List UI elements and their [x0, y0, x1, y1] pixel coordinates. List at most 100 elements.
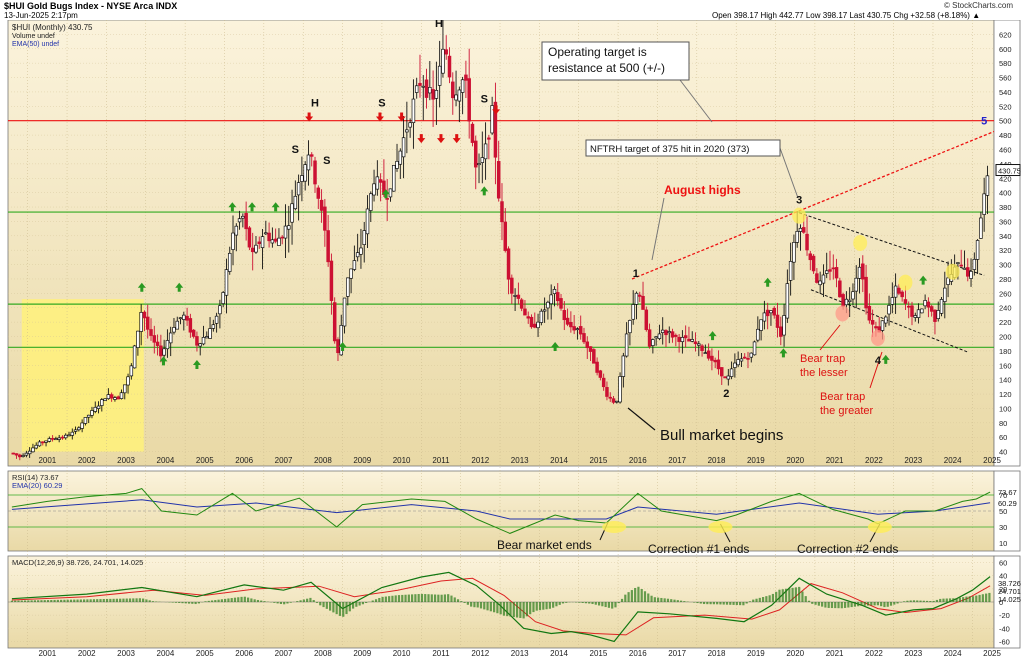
candle-body [300, 175, 304, 182]
rsi-legend: RSI(14) 73.67 [12, 473, 59, 482]
callout-line [679, 79, 713, 123]
candle-body [264, 232, 268, 235]
macd-histogram-bar [620, 598, 624, 602]
macd-last-label: 14.025 [998, 595, 1021, 604]
macd-histogram-bar [538, 602, 542, 611]
candle-body [884, 316, 888, 324]
macd-histogram-bar [69, 599, 73, 602]
candle-body [808, 253, 813, 261]
macd-histogram-bar [224, 598, 227, 602]
candle-body [795, 230, 799, 243]
macd-histogram-bar [240, 596, 243, 602]
candle-body [926, 301, 931, 308]
falling-trendline-lower [810, 289, 969, 353]
candle-body [575, 328, 580, 331]
candle-body [418, 82, 422, 86]
macd-histogram-bar [102, 599, 105, 602]
macd-histogram-bar [939, 598, 942, 602]
candle-body [103, 398, 107, 401]
macd-histogram-bar [906, 600, 909, 602]
x-tick-label: 2024 [944, 456, 962, 465]
candle-body [454, 94, 458, 101]
candle-body [897, 287, 901, 294]
callout-arrow [869, 351, 883, 389]
callout-arrow [819, 324, 841, 351]
macd-histogram-bar [443, 594, 447, 602]
hs-label: S [481, 94, 488, 106]
green-up-arrow [381, 189, 390, 199]
macd-histogram-bar [342, 602, 345, 617]
candle-body [359, 247, 363, 255]
macd-histogram-bar [181, 602, 184, 604]
candle-body [11, 452, 15, 455]
candle-body [752, 341, 757, 356]
price-tick-label: 420 [999, 174, 1012, 183]
macd-histogram-bar [483, 602, 486, 610]
candle-body [874, 326, 878, 329]
candle-body [975, 240, 980, 260]
x-tick-label: 2020 [786, 456, 804, 465]
macd-histogram-bar [309, 597, 312, 602]
price-tick-label: 280 [999, 275, 1012, 284]
candle-body [185, 315, 189, 321]
candle-body [431, 89, 435, 100]
highlight-circle [945, 263, 960, 280]
operating-target-box [541, 41, 690, 81]
macd-histogram-bar [968, 596, 971, 602]
candle-body [234, 225, 239, 236]
candle-body [405, 129, 409, 133]
candle-body [726, 375, 731, 380]
macd-histogram-bar [975, 595, 978, 602]
macd-histogram-bar [388, 596, 391, 602]
candle-body [628, 320, 632, 334]
candle-body [716, 359, 721, 370]
rsi-highlight [602, 521, 627, 533]
candle-body [729, 368, 734, 377]
macd-histogram-bar [50, 599, 53, 602]
macd-histogram-bar [889, 602, 893, 606]
hs-label: H [435, 20, 443, 30]
nftrh-target-label: NFTRH target of 375 hit in 2020 (373) [590, 144, 749, 155]
price-tick-label: 560 [999, 74, 1012, 83]
macd-histogram-bar [611, 602, 614, 609]
macd-histogram-bar [601, 602, 604, 607]
candle-body [805, 233, 809, 251]
price-tick-label: 140 [999, 376, 1012, 385]
candle-body [188, 318, 193, 333]
candle-body [569, 321, 573, 328]
macd-histogram-bar [535, 602, 538, 611]
macd-tick-label: -60 [999, 637, 1010, 646]
candle-body [270, 239, 275, 244]
macd-histogram-bar [60, 599, 63, 602]
macd-histogram-bar [460, 601, 463, 602]
macd-histogram-bar [148, 600, 151, 602]
highlight-circle [870, 329, 885, 346]
candle-body [966, 267, 970, 277]
candle-body [870, 320, 875, 325]
macd-histogram-bar [135, 598, 138, 602]
price-tick-label: 220 [999, 318, 1012, 327]
macd-histogram-bar [519, 602, 522, 618]
price-tick-label: 520 [999, 102, 1012, 111]
macd-histogram-bar [230, 598, 233, 602]
candle-body [559, 298, 563, 309]
x-tick-label: 2021 [826, 456, 844, 465]
candle-body [585, 341, 590, 349]
bear-trap-lesser-label: the lesser [800, 367, 848, 379]
bear-trap-greater-label: the greater [820, 405, 874, 417]
candle-body [654, 336, 658, 339]
macd-histogram-bar [253, 599, 256, 602]
candle-body [365, 208, 370, 235]
macd-histogram-bar [555, 602, 558, 607]
candle-body [670, 331, 675, 338]
x-tick-label: 2006 [235, 456, 253, 465]
candle-body [178, 317, 183, 320]
macd-histogram-bar [384, 596, 387, 602]
macd-histogram-bar [30, 600, 33, 602]
macd-histogram-bar [778, 589, 781, 602]
green-up-arrow [779, 348, 788, 358]
green-up-arrow [271, 202, 280, 212]
macd-histogram-bar [204, 601, 207, 602]
candle-body [943, 287, 947, 302]
macd-histogram-bar [171, 602, 174, 603]
